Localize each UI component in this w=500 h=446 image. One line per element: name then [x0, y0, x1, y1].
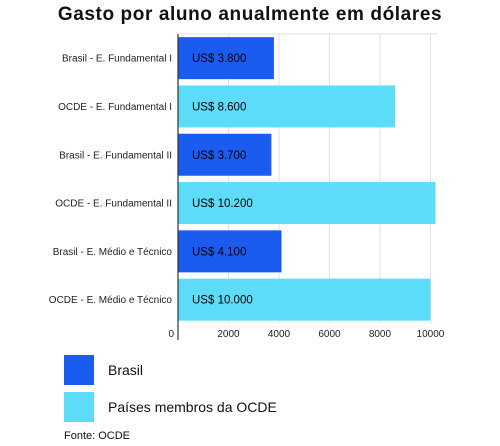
bar-value-label: US$ 8.600 — [192, 101, 246, 113]
legend-item-brasil: Brasil — [64, 354, 143, 386]
category-label: Brasil - E. Médio e Técnico — [53, 247, 173, 258]
bar — [178, 182, 436, 225]
bar — [178, 133, 272, 176]
category-label: OCDE - E. Fundamental II — [55, 199, 172, 210]
bars: US$ 3.800 US$ 8.600 US$ 3.700 US$ 10.200 US$… — [178, 37, 436, 321]
bar — [178, 230, 282, 273]
legend-label-brasil: Brasil — [108, 362, 144, 378]
axes: Brasil - E. Fundamental I OCDE - E. Funda… — [49, 34, 445, 340]
bar-value-label: US$ 10.200 — [192, 198, 253, 210]
x-tick-label: 0 — [168, 329, 174, 340]
source-note: Fonte: OCDE — [64, 430, 131, 442]
category-label: Brasil - E. Fundamental II — [59, 150, 172, 161]
x-tick-label: 4000 — [268, 329, 291, 340]
legend-swatch-brasil — [64, 355, 94, 385]
x-tick-label: 6000 — [318, 329, 341, 340]
bar-value-label: US$ 3.800 — [192, 53, 246, 65]
legend-item-ocde: Países membros da OCDE — [64, 391, 277, 423]
category-label: OCDE - E. Fundamental I — [58, 102, 172, 113]
bar — [178, 85, 396, 128]
bar — [178, 37, 274, 80]
bar — [178, 278, 431, 321]
x-tick-label: 2000 — [217, 329, 240, 340]
chart-title: Gasto por aluno anualmente em dólares — [57, 4, 443, 25]
legend-label-ocde: Países membros da OCDE — [108, 399, 277, 415]
bar-value-label: US$ 3.700 — [192, 150, 246, 162]
x-tick-label: 8000 — [369, 329, 392, 340]
legend-swatch-ocde — [64, 392, 94, 422]
grid-lines — [178, 33, 438, 324]
bar-value-label: US$ 10.000 — [192, 295, 253, 307]
bar-value-label: US$ 4.100 — [192, 246, 246, 258]
x-tick-label: 10000 — [417, 329, 445, 340]
category-label: OCDE - E. Médio e Técnico — [49, 295, 173, 306]
category-label: Brasil - E. Fundamental I — [62, 54, 172, 65]
